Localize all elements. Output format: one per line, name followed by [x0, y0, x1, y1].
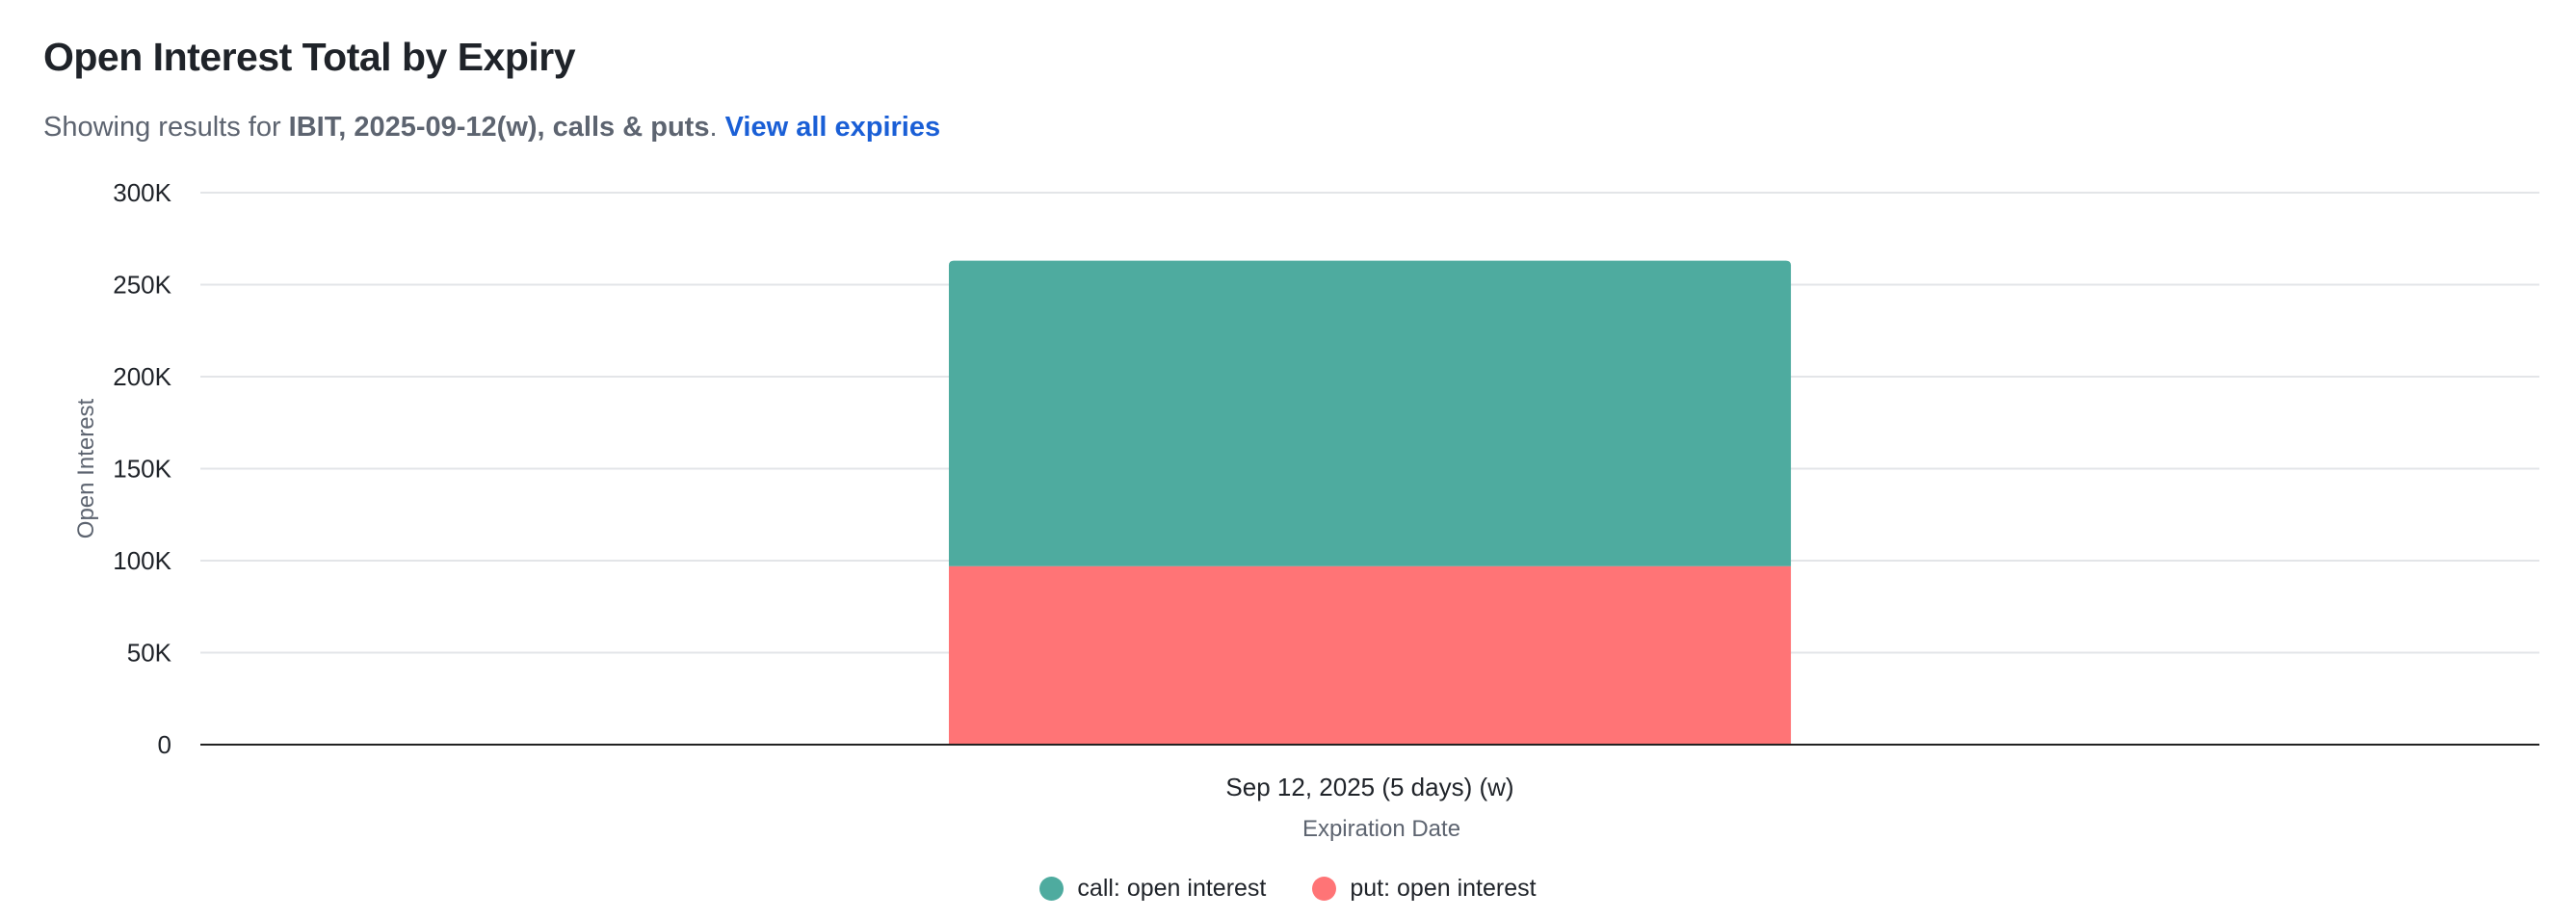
legend-item-put[interactable]: put: open interest	[1312, 875, 1537, 903]
bar-segment-call	[948, 260, 1792, 566]
view-all-expiries-link[interactable]: View all expiries	[724, 112, 941, 143]
legend-item-call[interactable]: call: open interest	[1039, 875, 1266, 903]
legend-label-put: put: open interest	[1350, 875, 1537, 902]
subtitle-separator: .	[709, 112, 725, 143]
y-tick-label: 150K	[113, 455, 171, 484]
y-tick-label: 0	[158, 730, 171, 759]
y-tick-label: 100K	[113, 546, 171, 575]
legend-label-call: call: open interest	[1077, 875, 1267, 902]
y-tick-label: 200K	[113, 362, 171, 391]
x-axis-title: Expiration Date	[1302, 816, 1460, 842]
y-tick-label: 50K	[127, 639, 172, 668]
chart-legend: call: open interest put: open interest	[0, 875, 2576, 903]
legend-swatch-call	[1039, 877, 1065, 901]
y-tick-label: 300K	[113, 178, 171, 207]
subtitle-filter-summary: IBIT, 2025-09-12(w), calls & puts	[288, 112, 710, 143]
y-axis-title: Open Interest	[73, 398, 99, 538]
x-tick-label: Sep 12, 2025 (5 days) (w)	[1225, 773, 1513, 801]
chart-title: Open Interest Total by Expiry	[43, 35, 576, 79]
chart-subtitle: Showing results for IBIT, 2025-09-12(w),…	[43, 112, 940, 144]
bar-segment-put	[948, 565, 1792, 745]
y-tick-label: 250K	[113, 271, 171, 300]
subtitle-prefix: Showing results for	[43, 112, 289, 143]
legend-swatch-put	[1312, 877, 1337, 901]
